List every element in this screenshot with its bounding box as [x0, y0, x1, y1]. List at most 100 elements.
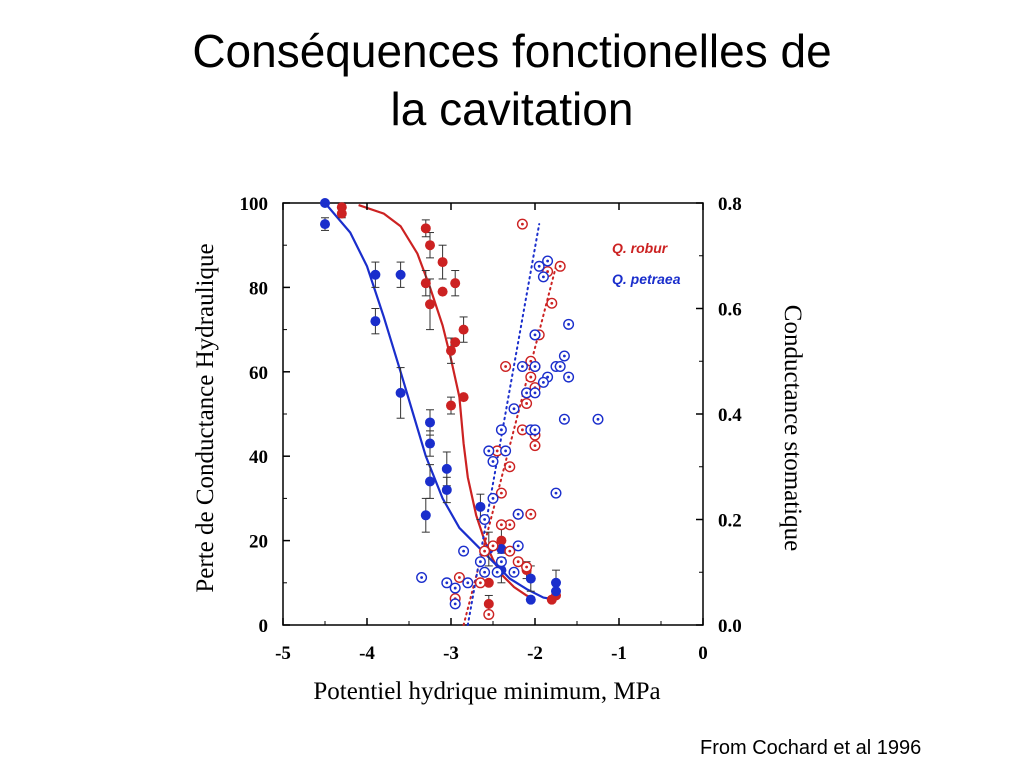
- stomatal-point-center: [500, 560, 503, 564]
- plc-point: [425, 438, 435, 449]
- plc-point: [420, 223, 431, 234]
- plc-point: [425, 417, 435, 428]
- x-tick-label: -1: [611, 643, 627, 664]
- stomatal-point-center: [458, 576, 461, 579]
- stomatal-point-center: [479, 581, 482, 585]
- stomatal-point-center: [533, 391, 537, 395]
- stomatal-point-center: [542, 380, 545, 384]
- stomatal-point-center: [567, 375, 570, 379]
- plc-point: [525, 573, 536, 584]
- plc-point: [420, 278, 431, 289]
- plc-point: [420, 510, 431, 521]
- plc-point: [320, 219, 330, 230]
- plc-point: [446, 400, 456, 411]
- plc-point: [483, 577, 494, 588]
- stomatal-point-center: [521, 222, 524, 226]
- error-bars: [321, 208, 560, 613]
- y-axis-title: Perte de Conductance Hydraulique: [192, 243, 219, 592]
- stomatal-point-center: [525, 402, 528, 405]
- stomatal-point-center: [516, 560, 520, 564]
- stomatal-point-center: [521, 365, 524, 368]
- y-tick-label: 100: [240, 194, 269, 215]
- stomatal-point-center: [546, 375, 549, 379]
- stomatal-point-center: [546, 259, 549, 263]
- plc-point: [320, 198, 330, 208]
- stomatal-point-center: [529, 512, 533, 516]
- x-tick-label: -2: [527, 643, 543, 664]
- x-tick-label: -4: [359, 643, 375, 664]
- plc-point: [446, 345, 456, 356]
- plc-point: [551, 577, 561, 588]
- y2-tick-label: 0.4: [718, 405, 742, 426]
- plc-point: [425, 299, 435, 310]
- plc-point: [458, 392, 469, 403]
- stomatal-point-center: [508, 523, 512, 527]
- stomatal-point-center: [563, 417, 566, 421]
- stomatal-point-center: [500, 523, 503, 527]
- stomatal-point-center: [504, 365, 507, 368]
- plc-point: [395, 269, 406, 280]
- slide-title-line-1: Conséquences fonctionelles de: [192, 25, 832, 77]
- stomatal-point-center: [537, 264, 541, 268]
- stomatal-point-center: [542, 275, 545, 279]
- stomatal-point-center: [567, 322, 570, 326]
- stomatal-point-center: [525, 565, 528, 569]
- stomatal-point-center: [495, 570, 499, 574]
- axes: -5 -4 -3 -2 -1 0 0 20 40 60 80 100 0.0 0.2 0.4 0.6 0.8: [240, 194, 743, 664]
- stomatal-point-center: [508, 549, 512, 553]
- stomatal-point-center: [516, 512, 520, 516]
- plc-point: [441, 484, 452, 495]
- stomatal-point-center: [491, 544, 495, 548]
- plc-point: [458, 324, 469, 335]
- stomatal-point-center: [533, 444, 537, 448]
- plc-point: [425, 476, 435, 487]
- stomatal-point-center: [500, 428, 503, 432]
- slide-title-line-2: la cavitation: [390, 83, 634, 135]
- plc-point: [496, 535, 507, 546]
- plc-point: [546, 594, 557, 605]
- plc-point: [525, 594, 536, 605]
- plc-point: [441, 463, 452, 474]
- plc-point: [450, 278, 461, 289]
- x-tick-label: 0: [698, 643, 708, 664]
- plc-point: [437, 286, 448, 297]
- stomatal-point-center: [462, 549, 465, 553]
- stomatal-point-center: [554, 491, 558, 495]
- y-tick-label: 0: [259, 616, 269, 637]
- plc-fit-curve: [324, 202, 557, 601]
- plc-point: [425, 240, 435, 251]
- stomatal-point-center: [479, 560, 482, 564]
- y-tick-label: 20: [249, 532, 268, 553]
- stomatal-point-center: [487, 449, 491, 453]
- stomatal-point-center: [546, 270, 549, 273]
- stomatal-point-center: [516, 544, 520, 548]
- x-tick-label: -5: [275, 643, 291, 664]
- stomatal-point-center: [512, 407, 516, 411]
- stomatal-point-center: [596, 417, 600, 421]
- plc-point: [496, 544, 507, 555]
- plc-point: [437, 257, 448, 268]
- stomatal-point-center: [533, 365, 537, 368]
- plc-point: [336, 208, 347, 219]
- y-tick-label: 40: [249, 447, 268, 468]
- stomatal-point-center: [550, 301, 554, 305]
- stomatal-point-center: [533, 333, 537, 337]
- y2-tick-label: 0.2: [718, 511, 742, 532]
- plc-point: [370, 269, 381, 280]
- stomatal-point-center: [445, 581, 449, 585]
- stomatal-point-center: [512, 570, 516, 574]
- stomatal-point-center: [483, 518, 486, 521]
- plc-point: [370, 316, 381, 327]
- x-axis-title: Potentiel hydrique minimum, MPa: [313, 678, 660, 705]
- stomatal-point-center: [500, 491, 503, 495]
- stomatal-point-center: [525, 391, 528, 395]
- stomatal-point-center: [483, 549, 486, 553]
- stomatal-point-center: [563, 354, 566, 358]
- y2-tick-label: 0.6: [718, 300, 742, 321]
- stomatal-point-center: [533, 428, 537, 432]
- stomatal-point-center: [466, 581, 470, 585]
- plc-point: [450, 337, 461, 348]
- x-tick-label: -3: [443, 643, 459, 664]
- legend-petraea: Q. petraea: [612, 271, 681, 287]
